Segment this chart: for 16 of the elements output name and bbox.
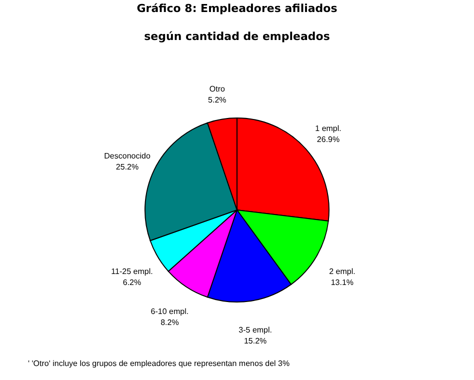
data-label: 13.1% xyxy=(330,278,354,287)
slice-label: 6-10 empl. xyxy=(150,306,189,316)
data-label: 5.2% xyxy=(208,96,226,105)
slice-label: Desconocido xyxy=(104,152,151,161)
data-label: 6.2% xyxy=(122,278,142,288)
chart-title: Gráfico 8: Empleadores afiliados según cantidad de empleados xyxy=(136,2,338,43)
data-label: 8.2% xyxy=(160,318,179,327)
data-label: 26.9% xyxy=(316,135,340,144)
data-label: 15.2% xyxy=(244,336,267,346)
slice-label: 2 empl. xyxy=(329,266,356,276)
slice-label: 3-5 empl. xyxy=(238,326,272,335)
data-label: 25.2% xyxy=(116,162,139,172)
text: ' 'Otro' incluye los grupos de empleadores que representan menos del 3% xyxy=(28,359,290,368)
slice-label: Otro xyxy=(209,84,226,94)
slice-label: 11-25 empl. xyxy=(111,267,153,276)
slice-label: 1 empl. xyxy=(315,124,342,134)
